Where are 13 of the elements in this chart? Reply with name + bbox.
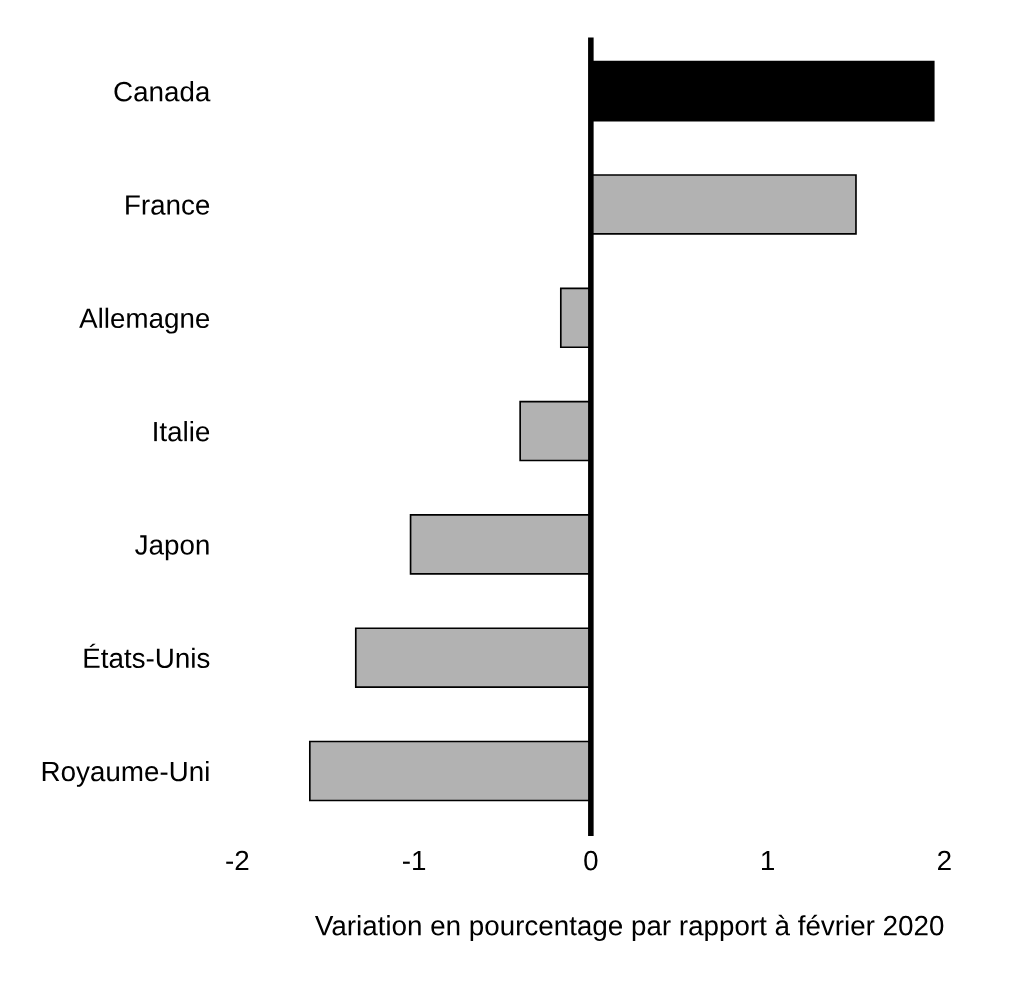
- y-tick-label: Japon: [135, 535, 209, 561]
- y-tick-label: Royaume-Uni: [42, 760, 209, 787]
- x-axis-title: Variation en pourcentage par rapport à février 2020: [315, 914, 944, 941]
- x-tick-label: -2: [226, 850, 249, 871]
- x-tick-label: 0: [584, 850, 598, 871]
- y-tick-label: Canada: [114, 81, 211, 102]
- y-tick-label: Allemagne: [79, 307, 210, 334]
- y-tick-label: France: [126, 195, 210, 215]
- x-tick-label: -1: [402, 851, 426, 871]
- x-tick-label: 1: [761, 851, 774, 871]
- y-tick-label: Italie: [154, 421, 210, 442]
- x-tick-label: 2: [938, 850, 951, 871]
- y-tick-label: États-Unis: [84, 643, 210, 669]
